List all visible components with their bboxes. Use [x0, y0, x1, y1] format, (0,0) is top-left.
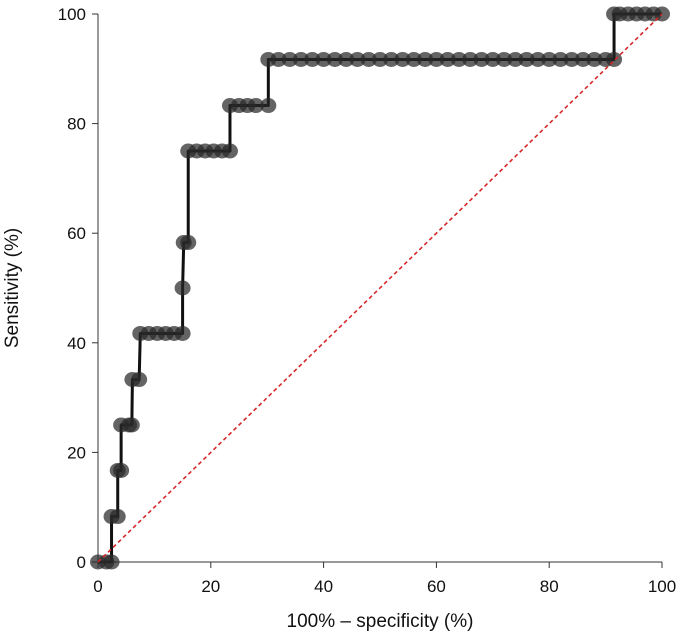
roc-point	[180, 235, 197, 251]
roc-point	[484, 51, 501, 67]
roc-point	[529, 51, 546, 67]
roc-point	[450, 51, 467, 67]
y-tick-label: 80	[67, 115, 86, 134]
x-axis-title: 100% – specificity (%)	[287, 611, 474, 632]
reference-diagonal-line	[97, 13, 663, 563]
roc-point	[293, 51, 310, 67]
roc-point	[338, 51, 355, 67]
roc-point	[462, 51, 479, 67]
x-tick-label: 80	[540, 577, 559, 596]
y-tick-label: 40	[67, 334, 86, 353]
axes	[97, 14, 662, 563]
roc-point	[326, 51, 343, 67]
roc-point	[563, 51, 580, 67]
roc-point	[606, 51, 623, 67]
roc-point	[174, 280, 191, 296]
roc-point	[417, 51, 434, 67]
roc-point	[360, 51, 377, 67]
y-ticks: 0 20 40 60 80 100	[58, 5, 98, 572]
x-tick-label: 20	[201, 577, 220, 596]
roc-point	[428, 51, 445, 67]
roc-point	[507, 51, 524, 67]
roc-point	[541, 51, 558, 67]
y-tick-label: 100	[58, 5, 86, 24]
roc-point	[439, 51, 456, 67]
roc-point	[315, 51, 332, 67]
roc-point	[586, 51, 603, 67]
roc-point	[496, 51, 513, 67]
roc-point	[109, 509, 126, 525]
x-tick-label: 40	[314, 577, 333, 596]
roc-point	[270, 51, 287, 67]
roc-point	[575, 51, 592, 67]
roc-point	[473, 51, 490, 67]
roc-point	[103, 554, 120, 570]
series-layer	[90, 6, 670, 570]
roc-point	[394, 51, 411, 67]
roc-point	[113, 462, 130, 478]
roc-point	[123, 417, 140, 433]
y-tick-label: 60	[67, 224, 86, 243]
roc-point	[247, 98, 264, 114]
y-tick-label: 20	[67, 443, 86, 462]
roc-point	[174, 325, 191, 341]
roc-point	[304, 51, 321, 67]
roc-point	[260, 98, 277, 114]
roc-point	[405, 51, 422, 67]
x-tick-label: 100	[648, 577, 676, 596]
roc-point	[552, 51, 569, 67]
roc-point	[383, 51, 400, 67]
x-tick-label: 60	[427, 577, 446, 596]
x-ticks: 0 20 40 60 80 100	[93, 562, 676, 596]
roc-point	[131, 372, 148, 388]
y-axis-title: Sensitivity (%)	[2, 228, 23, 348]
roc-point	[281, 51, 298, 67]
roc-point	[221, 143, 238, 159]
y-tick-label: 0	[77, 553, 86, 572]
roc-point	[349, 51, 366, 67]
x-tick-label: 0	[93, 577, 102, 596]
roc-point	[518, 51, 535, 67]
roc-point	[372, 51, 388, 67]
